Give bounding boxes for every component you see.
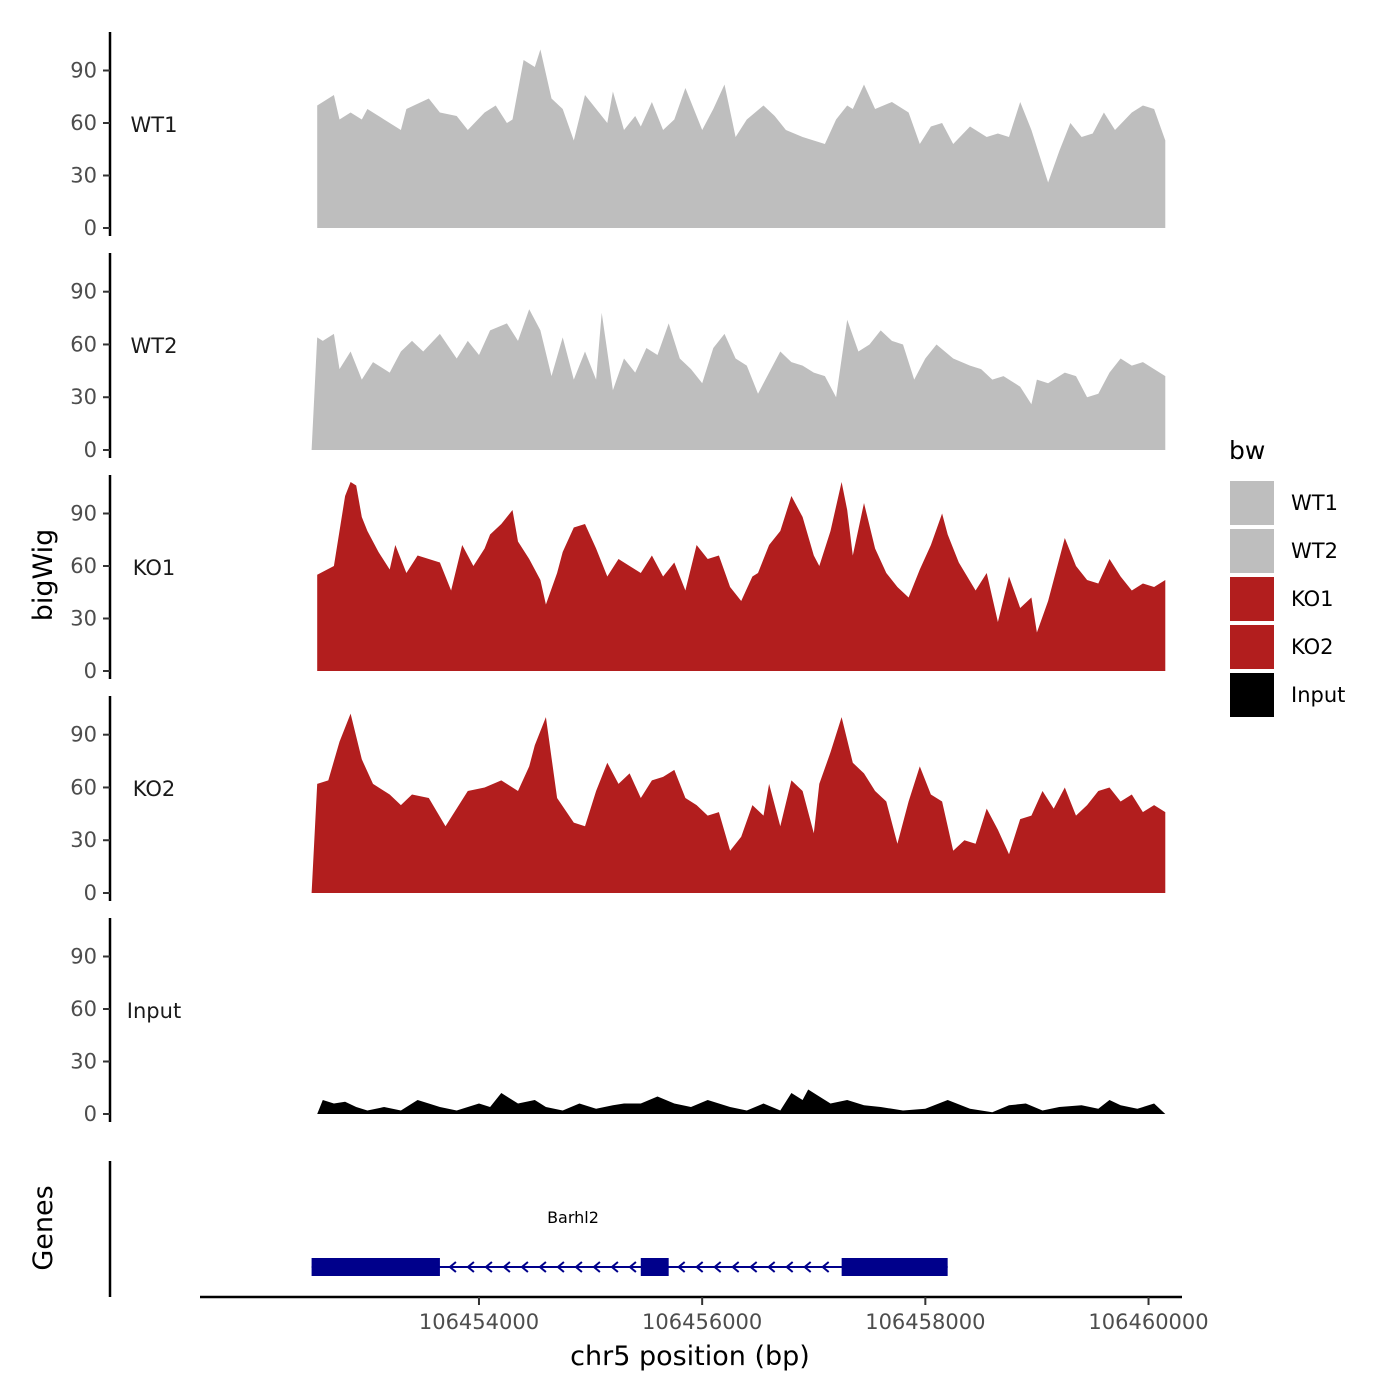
gene-track-label: Genes <box>28 1185 59 1270</box>
coverage-area-wt1 <box>317 49 1166 228</box>
y-tick-label: 90 <box>70 280 97 304</box>
strand-arrow <box>466 1261 475 1273</box>
track-ko1: 0 30 60 90 KO1 <box>70 475 1166 683</box>
legend-label-wt1: WT1 <box>1291 491 1338 515</box>
coverage-area-ko2 <box>311 713 1166 893</box>
gene-track: Barhl2 <box>108 1161 948 1297</box>
strand-arrow <box>484 1261 493 1273</box>
y-tick-label: 30 <box>70 164 97 188</box>
gene-exon <box>841 1258 948 1276</box>
legend-key-ko1 <box>1228 575 1276 623</box>
y-tick-label: 0 <box>84 659 97 683</box>
track-wt1: 0 30 60 90 WT1 <box>70 32 1166 240</box>
y-tick-label: 30 <box>70 1050 97 1074</box>
legend-key-input <box>1228 671 1276 719</box>
strand-arrow <box>713 1261 722 1273</box>
track-label: Input <box>127 999 181 1023</box>
y-tick-label: 0 <box>84 881 97 905</box>
strand-arrow <box>803 1261 812 1273</box>
y-tick-label: 30 <box>70 607 97 631</box>
gene-exon <box>640 1258 669 1276</box>
strand-arrow <box>749 1261 758 1273</box>
legend-title: bw <box>1229 436 1265 465</box>
strand-arrow <box>821 1261 830 1273</box>
y-tick-label: 0 <box>84 1102 97 1126</box>
gene-exon <box>311 1258 440 1276</box>
y-tick-label: 90 <box>70 59 97 83</box>
track-input: 0 30 60 90 Input <box>70 918 1166 1126</box>
x-tick-label: 106456000 <box>642 1310 762 1334</box>
strand-arrow <box>767 1261 776 1273</box>
x-tick-label: 106458000 <box>865 1310 985 1334</box>
legend-key-ko2 <box>1228 623 1276 671</box>
strand-arrow <box>731 1261 740 1273</box>
strand-arrow <box>610 1261 619 1273</box>
strand-arrow <box>520 1261 529 1273</box>
y-tick-label: 0 <box>84 216 97 240</box>
legend-key-wt1 <box>1228 479 1276 527</box>
y-tick-label: 60 <box>70 997 97 1021</box>
coverage-area-ko1 <box>317 482 1166 671</box>
strand-arrow <box>785 1261 794 1273</box>
y-tick-label: 90 <box>70 723 97 747</box>
y-tick-label: 30 <box>70 385 97 409</box>
strand-arrow <box>448 1261 457 1273</box>
legend-label-ko1: KO1 <box>1291 587 1334 611</box>
strand-arrow <box>695 1261 704 1273</box>
tracks-layer: 0 30 60 90 WT1 0 30 60 90 WT2 0 30 60 90 KO1 0 30 60 90 KO2… <box>70 32 1166 1126</box>
strand-arrow <box>574 1261 583 1273</box>
y-tick-label: 90 <box>70 945 97 969</box>
legend-label-input: Input <box>1291 683 1345 707</box>
y-tick-label: 60 <box>70 332 97 356</box>
track-wt2: 0 30 60 90 WT2 <box>70 253 1166 462</box>
coverage-area-input <box>317 1089 1166 1114</box>
gene-name-label: Barhl2 <box>547 1208 599 1227</box>
legend-key-wt2 <box>1228 527 1276 575</box>
y-tick-label: 0 <box>84 438 97 462</box>
legend-label-ko2: KO2 <box>1291 635 1334 659</box>
x-tick-label: 106460000 <box>1088 1310 1208 1334</box>
y-axis-title: bigWig <box>28 529 59 622</box>
y-tick-label: 60 <box>70 111 97 135</box>
track-label: KO1 <box>133 556 176 580</box>
track-label: WT2 <box>131 334 178 358</box>
track-ko2: 0 30 60 90 KO2 <box>70 696 1166 905</box>
y-tick-label: 30 <box>70 828 97 852</box>
strand-arrow <box>502 1261 511 1273</box>
strand-arrow <box>592 1261 601 1273</box>
strand-arrow <box>628 1261 637 1273</box>
track-label: KO2 <box>133 777 176 801</box>
x-axis-ticks: 106454000 106456000 106458000 106460000 <box>419 1297 1209 1334</box>
legend: bw WT1 WT2 KO1 KO2 Input <box>1228 436 1345 719</box>
x-tick-label: 106454000 <box>419 1310 539 1334</box>
strand-arrow <box>677 1261 686 1273</box>
x-axis-title: chr5 position (bp) <box>570 1341 810 1372</box>
strand-arrow <box>556 1261 565 1273</box>
y-tick-label: 90 <box>70 502 97 526</box>
strand-arrow <box>538 1261 547 1273</box>
legend-label-wt2: WT2 <box>1291 539 1338 563</box>
coverage-area-wt2 <box>311 309 1166 450</box>
y-tick-label: 60 <box>70 775 97 799</box>
track-label: WT1 <box>131 113 178 137</box>
y-tick-label: 60 <box>70 554 97 578</box>
